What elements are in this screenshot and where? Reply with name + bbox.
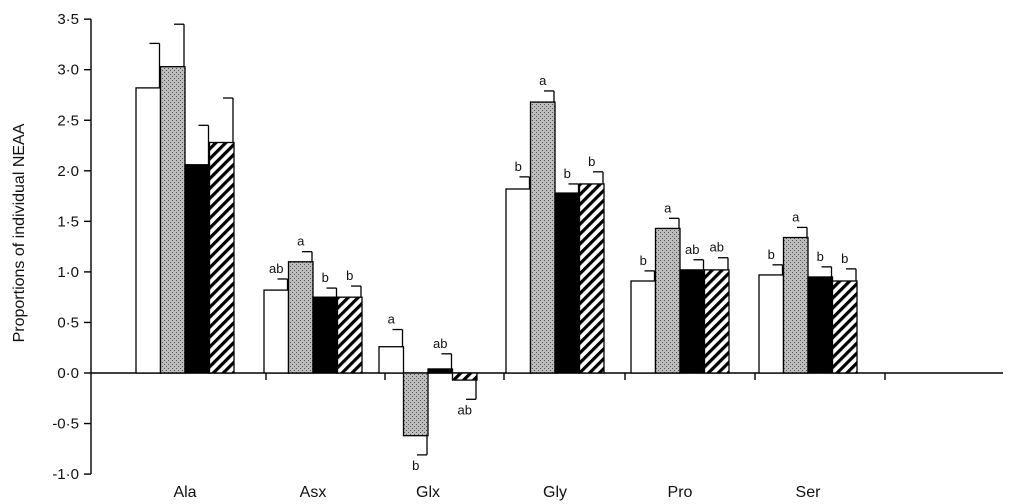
significance-label: b <box>515 159 522 174</box>
bar-ala-3 <box>184 164 211 374</box>
y-tick-label: 3·0 <box>57 62 79 79</box>
y-axis-title: Proportions of individual NEAA <box>11 123 28 342</box>
significance-label: ab <box>710 240 724 255</box>
significance-label: b <box>640 253 647 268</box>
bar-pro-3 <box>679 269 706 374</box>
y-tick-label: 0·0 <box>57 365 79 382</box>
bar-ser-3 <box>807 276 834 374</box>
bar-ser-1 <box>758 274 785 374</box>
significance-label: ab <box>458 402 472 417</box>
bar-asx-4 <box>336 296 363 374</box>
significance-label: ab <box>433 336 447 351</box>
bar-asx-1 <box>263 289 290 374</box>
category-label-asx: Asx <box>300 484 327 501</box>
y-tick-label: 0·5 <box>57 314 79 331</box>
significance-label: ab <box>685 242 699 257</box>
significance-label: b <box>588 154 595 169</box>
bar-pro-1 <box>630 280 657 374</box>
significance-label: a <box>539 73 547 88</box>
bar-glx-1 <box>378 346 405 374</box>
bar-gly-4 <box>578 183 605 374</box>
significance-label: a <box>388 312 396 327</box>
bar-gly-1 <box>505 188 532 374</box>
significance-label: b <box>322 270 329 285</box>
bar-ala-4 <box>208 141 235 374</box>
significance-label: b <box>768 247 775 262</box>
category-label-pro: Pro <box>668 484 693 501</box>
significance-label: a <box>792 209 800 224</box>
bar-gly-3 <box>554 192 581 374</box>
bar-ser-4 <box>831 280 858 374</box>
bar-glx-2 <box>402 372 429 437</box>
category-label-gly: Gly <box>543 484 567 501</box>
y-tick-label: 2·5 <box>57 112 79 129</box>
bar-gly-2 <box>529 101 556 374</box>
bar-ala-2 <box>159 66 186 374</box>
significance-label: ab <box>269 261 283 276</box>
bar-glx-4 <box>451 372 478 381</box>
bar-ala-1 <box>135 87 162 374</box>
bar-pro-2 <box>654 227 681 374</box>
y-tick-label: 1·5 <box>57 213 79 230</box>
bar-ser-2 <box>782 236 809 374</box>
category-label-ala: Ala <box>173 484 196 501</box>
y-tick-label: 3·5 <box>57 11 79 28</box>
significance-label: a <box>664 200 672 215</box>
y-tick-label: 1·0 <box>57 264 79 281</box>
category-label-ser: Ser <box>796 484 822 501</box>
significance-label: b <box>412 458 419 473</box>
y-tick-label: -1·0 <box>52 466 79 483</box>
bar-asx-3 <box>312 296 339 374</box>
bar-asx-2 <box>287 261 314 374</box>
significance-label: b <box>841 251 848 266</box>
y-tick-label: -0·5 <box>52 416 79 433</box>
category-label-glx: Glx <box>416 484 440 501</box>
y-tick-label: 2·0 <box>57 163 79 180</box>
bar-pro-4 <box>703 269 730 374</box>
significance-label: b <box>346 268 353 283</box>
significance-label: b <box>564 166 571 181</box>
bar-glx-3 <box>427 368 454 374</box>
significance-label: a <box>297 234 305 249</box>
significance-label: b <box>817 249 824 264</box>
